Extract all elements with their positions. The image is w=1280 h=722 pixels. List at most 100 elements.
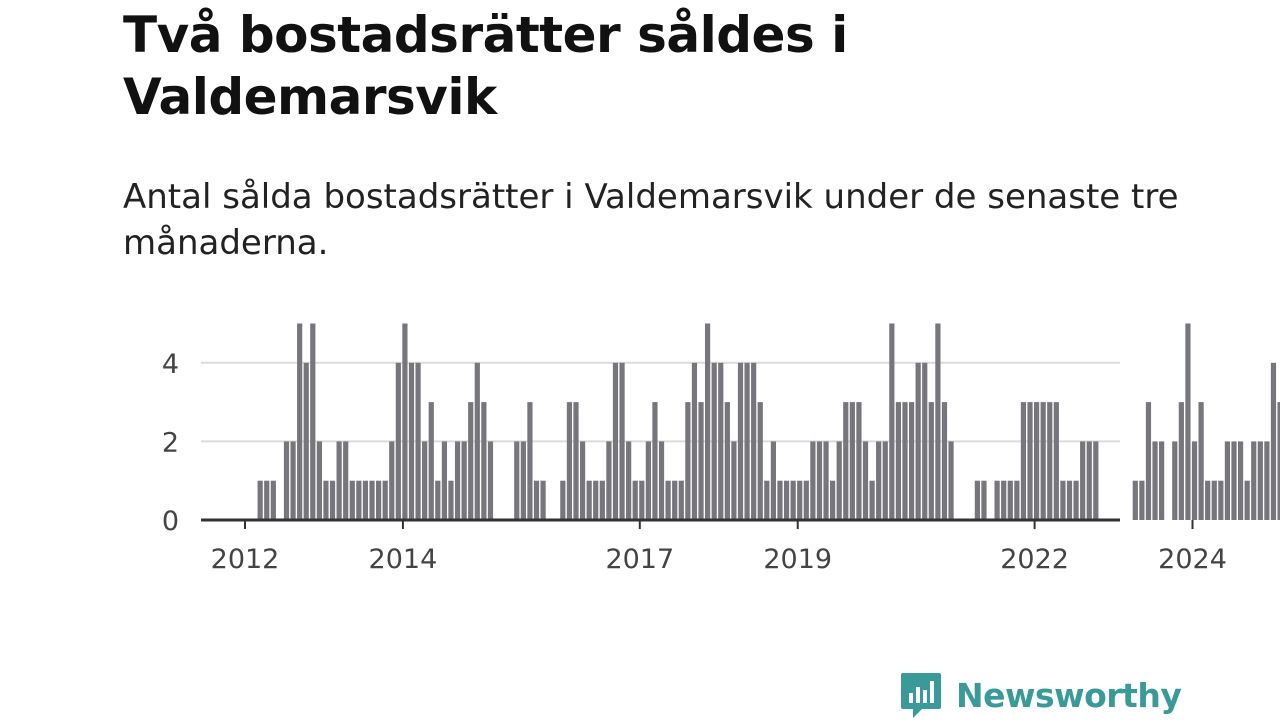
bar <box>856 402 862 520</box>
bar <box>1040 402 1046 520</box>
bar <box>632 480 638 520</box>
bar <box>579 441 586 520</box>
x-tick-label: 2014 <box>369 544 438 575</box>
bar <box>448 480 454 520</box>
bar <box>1047 402 1053 520</box>
x-tick-label: 2012 <box>211 544 280 575</box>
bar <box>698 402 704 520</box>
x-tick-label: 2017 <box>605 544 674 575</box>
bar <box>645 441 651 520</box>
bar <box>566 402 573 520</box>
bar <box>862 441 869 520</box>
bar <box>711 362 717 520</box>
x-tick-label: 2022 <box>1000 544 1069 575</box>
bar <box>323 480 329 520</box>
bar <box>1244 480 1250 520</box>
bar <box>514 441 520 520</box>
bar <box>1237 441 1244 520</box>
bar <box>718 362 724 520</box>
bar <box>652 402 658 520</box>
bar <box>1073 480 1079 520</box>
bar <box>540 480 546 520</box>
bar <box>1277 402 1280 520</box>
bar <box>283 441 290 520</box>
bar <box>797 480 803 520</box>
bar <box>803 480 809 520</box>
bar <box>441 441 447 520</box>
page-title: Två bostadsrätter såldes i Valdemarsvik <box>123 6 848 126</box>
bar <box>876 441 882 520</box>
bar <box>836 441 842 520</box>
bar <box>1178 402 1184 520</box>
bar <box>612 362 619 520</box>
bar <box>1132 480 1138 520</box>
bar <box>1093 441 1099 520</box>
bar <box>1152 441 1158 520</box>
bar <box>461 441 467 520</box>
bar <box>908 402 915 520</box>
bar <box>665 480 671 520</box>
bar <box>941 402 948 520</box>
brand-name: Newsworthy <box>956 675 1182 715</box>
bar <box>402 323 408 520</box>
bar <box>619 362 625 520</box>
bar <box>974 480 980 520</box>
bar <box>1007 480 1013 520</box>
bar <box>731 441 737 520</box>
bar <box>533 480 540 520</box>
bar <box>1224 441 1231 520</box>
y-tick-label: 2 <box>162 427 179 458</box>
bar <box>849 402 855 520</box>
bar-chart: 0 2 4 2012 2014 2017 2019 2022 2024 2 <box>162 323 1280 575</box>
x-tick-label: 2024 <box>1158 544 1227 575</box>
bar <box>757 402 763 520</box>
bar <box>658 441 665 520</box>
bar <box>1027 402 1033 520</box>
bar <box>1060 480 1066 520</box>
y-tick-label: 0 <box>162 506 179 537</box>
newsworthy-logo: Newsworthy <box>900 668 1182 722</box>
bar <box>764 480 770 520</box>
bar <box>882 441 888 520</box>
bar <box>356 480 362 520</box>
bar <box>593 480 599 520</box>
bar <box>435 480 441 520</box>
bar <box>1066 480 1073 520</box>
bar <box>376 480 382 520</box>
bar <box>981 480 987 520</box>
bar <box>1080 441 1086 520</box>
bar <box>316 441 322 520</box>
bar <box>994 480 1000 520</box>
bar <box>1264 441 1270 520</box>
bar <box>310 323 316 520</box>
bar <box>790 480 796 520</box>
bar <box>1218 480 1224 520</box>
bar <box>1251 441 1257 520</box>
bar <box>290 441 296 520</box>
bar <box>428 402 434 520</box>
bar <box>329 480 336 520</box>
bar <box>382 480 388 520</box>
bar <box>1257 441 1263 520</box>
bar <box>1231 441 1237 520</box>
bar <box>1020 402 1027 520</box>
bar <box>724 402 730 520</box>
bar <box>672 480 678 520</box>
bar <box>678 480 684 520</box>
bar <box>369 480 375 520</box>
bar <box>586 480 592 520</box>
bar <box>810 441 816 520</box>
x-axis: 2012 2014 2017 2019 2022 2024 <box>201 518 1227 575</box>
bar <box>527 402 533 520</box>
bar <box>737 362 744 520</box>
bar <box>895 402 902 520</box>
bar <box>454 441 461 520</box>
bar <box>685 402 691 520</box>
bar <box>816 441 823 520</box>
bar <box>922 362 928 520</box>
bar <box>1139 480 1145 520</box>
bar <box>915 362 921 520</box>
bar <box>843 402 849 520</box>
bar <box>770 441 776 520</box>
bar <box>691 362 698 520</box>
